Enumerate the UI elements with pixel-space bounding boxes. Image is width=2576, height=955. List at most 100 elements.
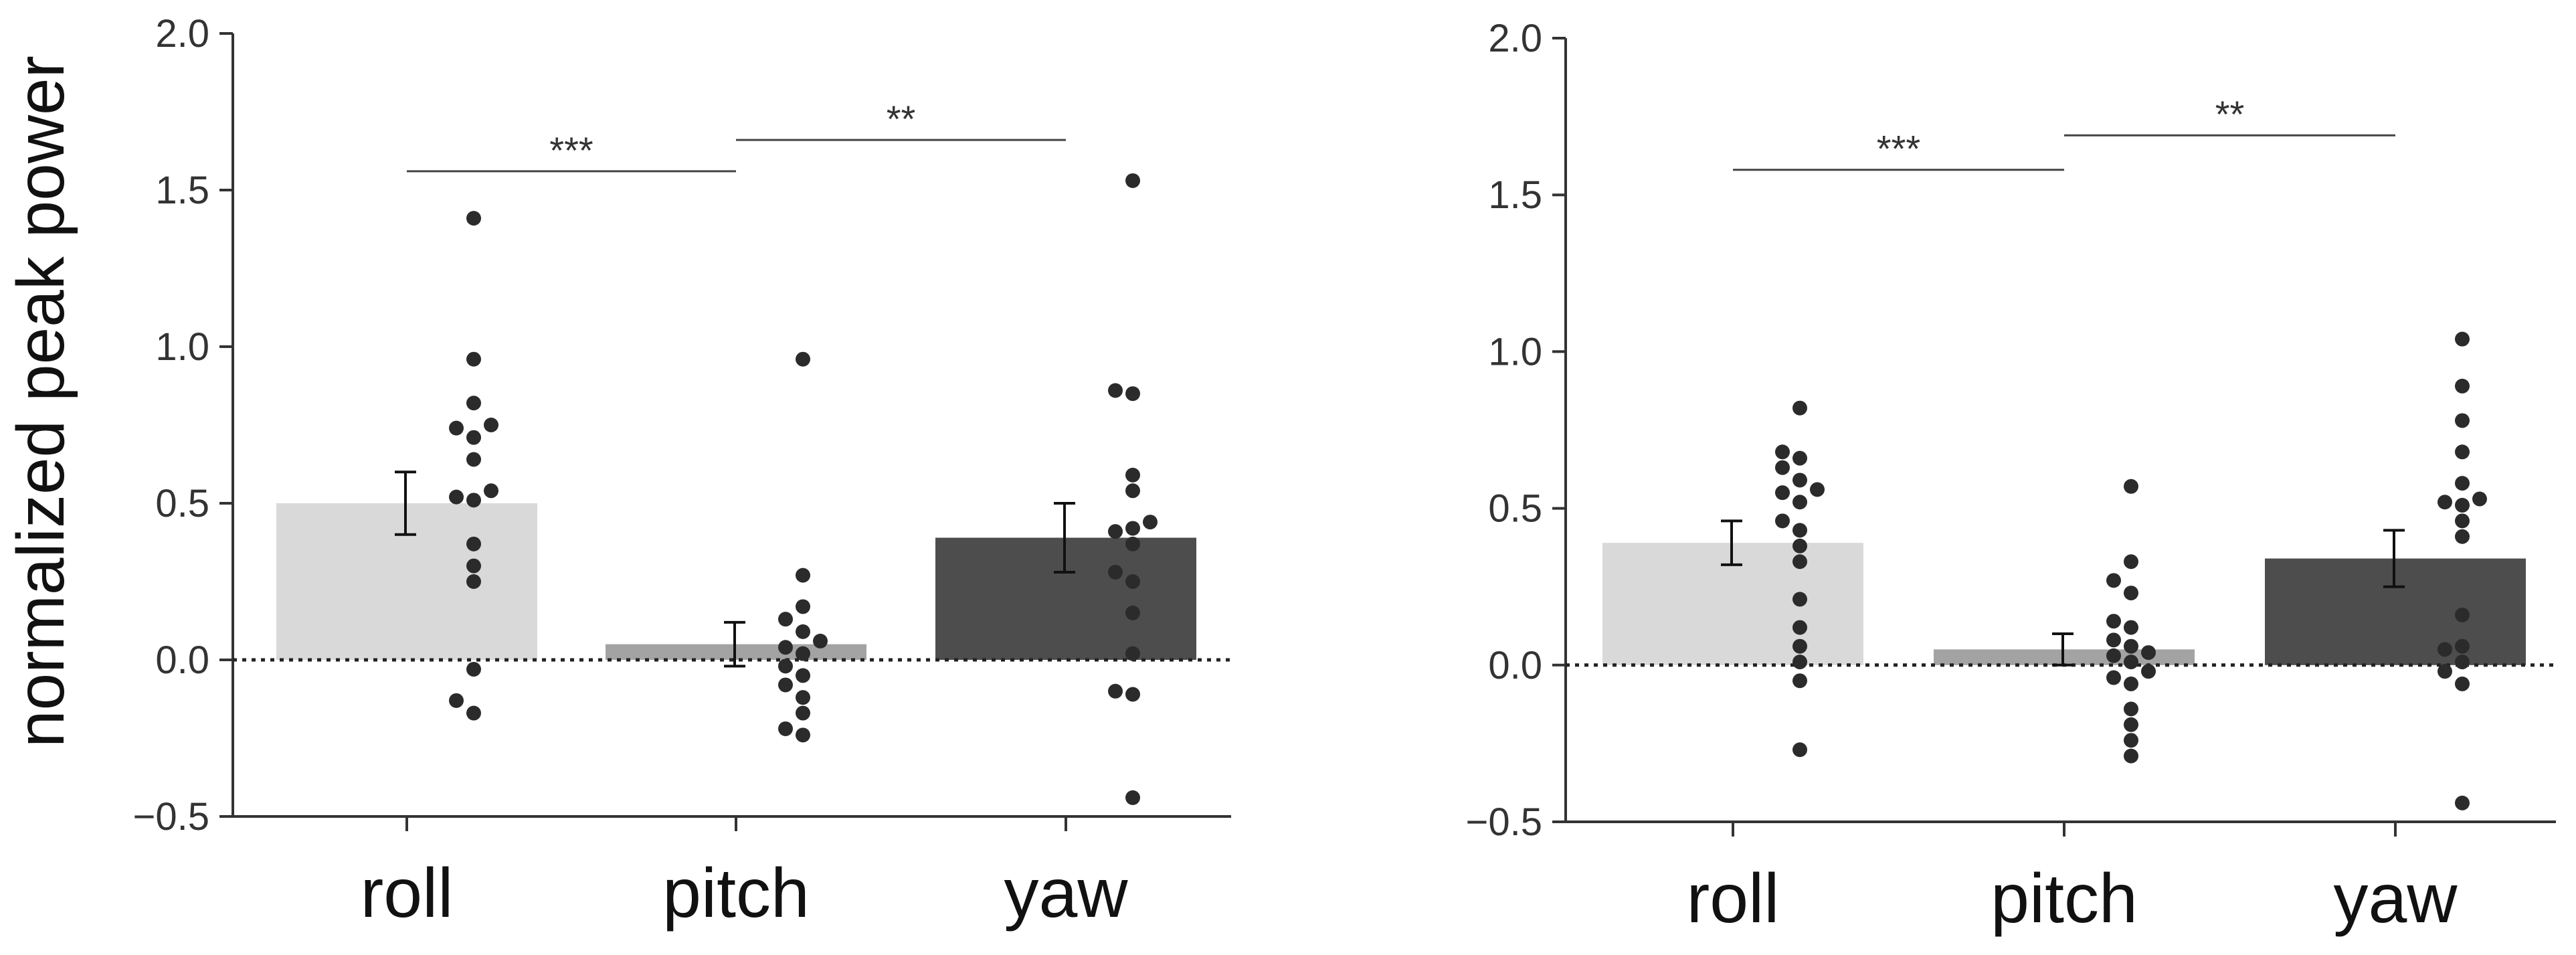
data-point [1775, 444, 1790, 460]
y-tick-label: 1.5 [155, 169, 209, 212]
data-point [2124, 479, 2138, 494]
data-point [1125, 790, 1140, 805]
data-point [466, 493, 481, 508]
significance-label: ** [887, 98, 916, 140]
y-tick-label: 0.5 [155, 482, 209, 525]
data-point [1792, 538, 1807, 553]
data-point [2106, 648, 2121, 663]
data-point [2455, 331, 2470, 347]
y-tick-label: 0.5 [1488, 487, 1542, 531]
data-point [466, 558, 481, 574]
data-point [2124, 586, 2138, 601]
data-point [2124, 701, 2138, 717]
significance-label: ** [2215, 93, 2245, 135]
data-point [449, 489, 464, 505]
category-label-roll: roll [1687, 860, 1780, 938]
data-point [466, 396, 481, 411]
data-point [466, 430, 481, 445]
y-tick-label: 2.0 [1488, 17, 1542, 60]
data-point [813, 633, 828, 648]
data-point [2455, 795, 2470, 810]
data-point [2124, 748, 2138, 764]
data-point [2455, 655, 2470, 670]
data-point [1775, 460, 1790, 475]
data-point [1792, 673, 1807, 689]
data-point [2455, 607, 2470, 622]
data-point [2437, 495, 2452, 510]
data-point [1810, 482, 1825, 497]
data-point [466, 662, 481, 677]
data-point [2455, 513, 2470, 529]
data-point [466, 536, 481, 551]
data-point [1125, 605, 1140, 620]
data-point [2455, 413, 2470, 428]
data-point [778, 659, 793, 674]
data-point [466, 351, 481, 367]
data-point [1775, 513, 1790, 529]
data-point [1792, 523, 1807, 538]
data-point [796, 705, 810, 721]
data-point [796, 624, 810, 639]
data-point [1108, 564, 1123, 580]
category-label-yaw: yaw [2334, 860, 2458, 938]
data-point [1108, 383, 1123, 398]
data-point [2455, 676, 2470, 691]
y-tick-label: 0.0 [1488, 644, 1542, 687]
data-point [2124, 733, 2138, 748]
data-point [1792, 742, 1807, 758]
data-point [796, 599, 810, 614]
significance-label: *** [549, 129, 593, 171]
significance-label: *** [1877, 128, 1920, 170]
data-point [1792, 655, 1807, 670]
data-point [2106, 632, 2121, 648]
y-tick-label: 0.0 [155, 638, 209, 682]
data-point [796, 646, 810, 661]
y-tick-label: 1.0 [155, 325, 209, 369]
data-point [796, 351, 810, 367]
data-point [1775, 485, 1790, 501]
category-label-yaw: yaw [1004, 855, 1129, 932]
data-point [484, 418, 498, 432]
data-point [1125, 574, 1140, 589]
data-point [1792, 620, 1807, 635]
data-point [778, 677, 793, 693]
data-point [2455, 497, 2470, 513]
data-point [778, 721, 793, 736]
data-point [2124, 554, 2138, 570]
data-point [1792, 554, 1807, 570]
data-point [796, 668, 810, 683]
data-point [1125, 483, 1140, 499]
data-point [1125, 687, 1140, 702]
data-point [449, 693, 464, 708]
data-point [2124, 717, 2138, 732]
data-point [2455, 638, 2470, 654]
data-point [796, 690, 810, 705]
data-point [1792, 495, 1807, 510]
data-point [2455, 476, 2470, 491]
data-point [2141, 645, 2156, 661]
data-point [796, 568, 810, 583]
data-point [2106, 614, 2121, 629]
data-point [1143, 515, 1158, 530]
data-point [2106, 573, 2121, 588]
data-point [2141, 664, 2156, 679]
data-point [1125, 646, 1140, 661]
data-point [796, 727, 810, 743]
y-axis-label: normalized peak power [3, 56, 78, 748]
y-tick-label: −0.5 [1466, 800, 1543, 844]
category-label-pitch: pitch [662, 855, 810, 932]
data-point [2124, 676, 2138, 691]
data-point [1125, 536, 1140, 551]
data-point [2437, 642, 2452, 657]
category-label-pitch: pitch [1991, 860, 2138, 938]
data-point [1108, 683, 1123, 699]
data-point [466, 452, 481, 467]
data-point [1792, 472, 1807, 488]
data-point [1108, 524, 1123, 539]
data-point [466, 574, 481, 589]
data-point [2124, 620, 2138, 635]
data-point [2472, 491, 2487, 507]
data-point [2455, 529, 2470, 544]
